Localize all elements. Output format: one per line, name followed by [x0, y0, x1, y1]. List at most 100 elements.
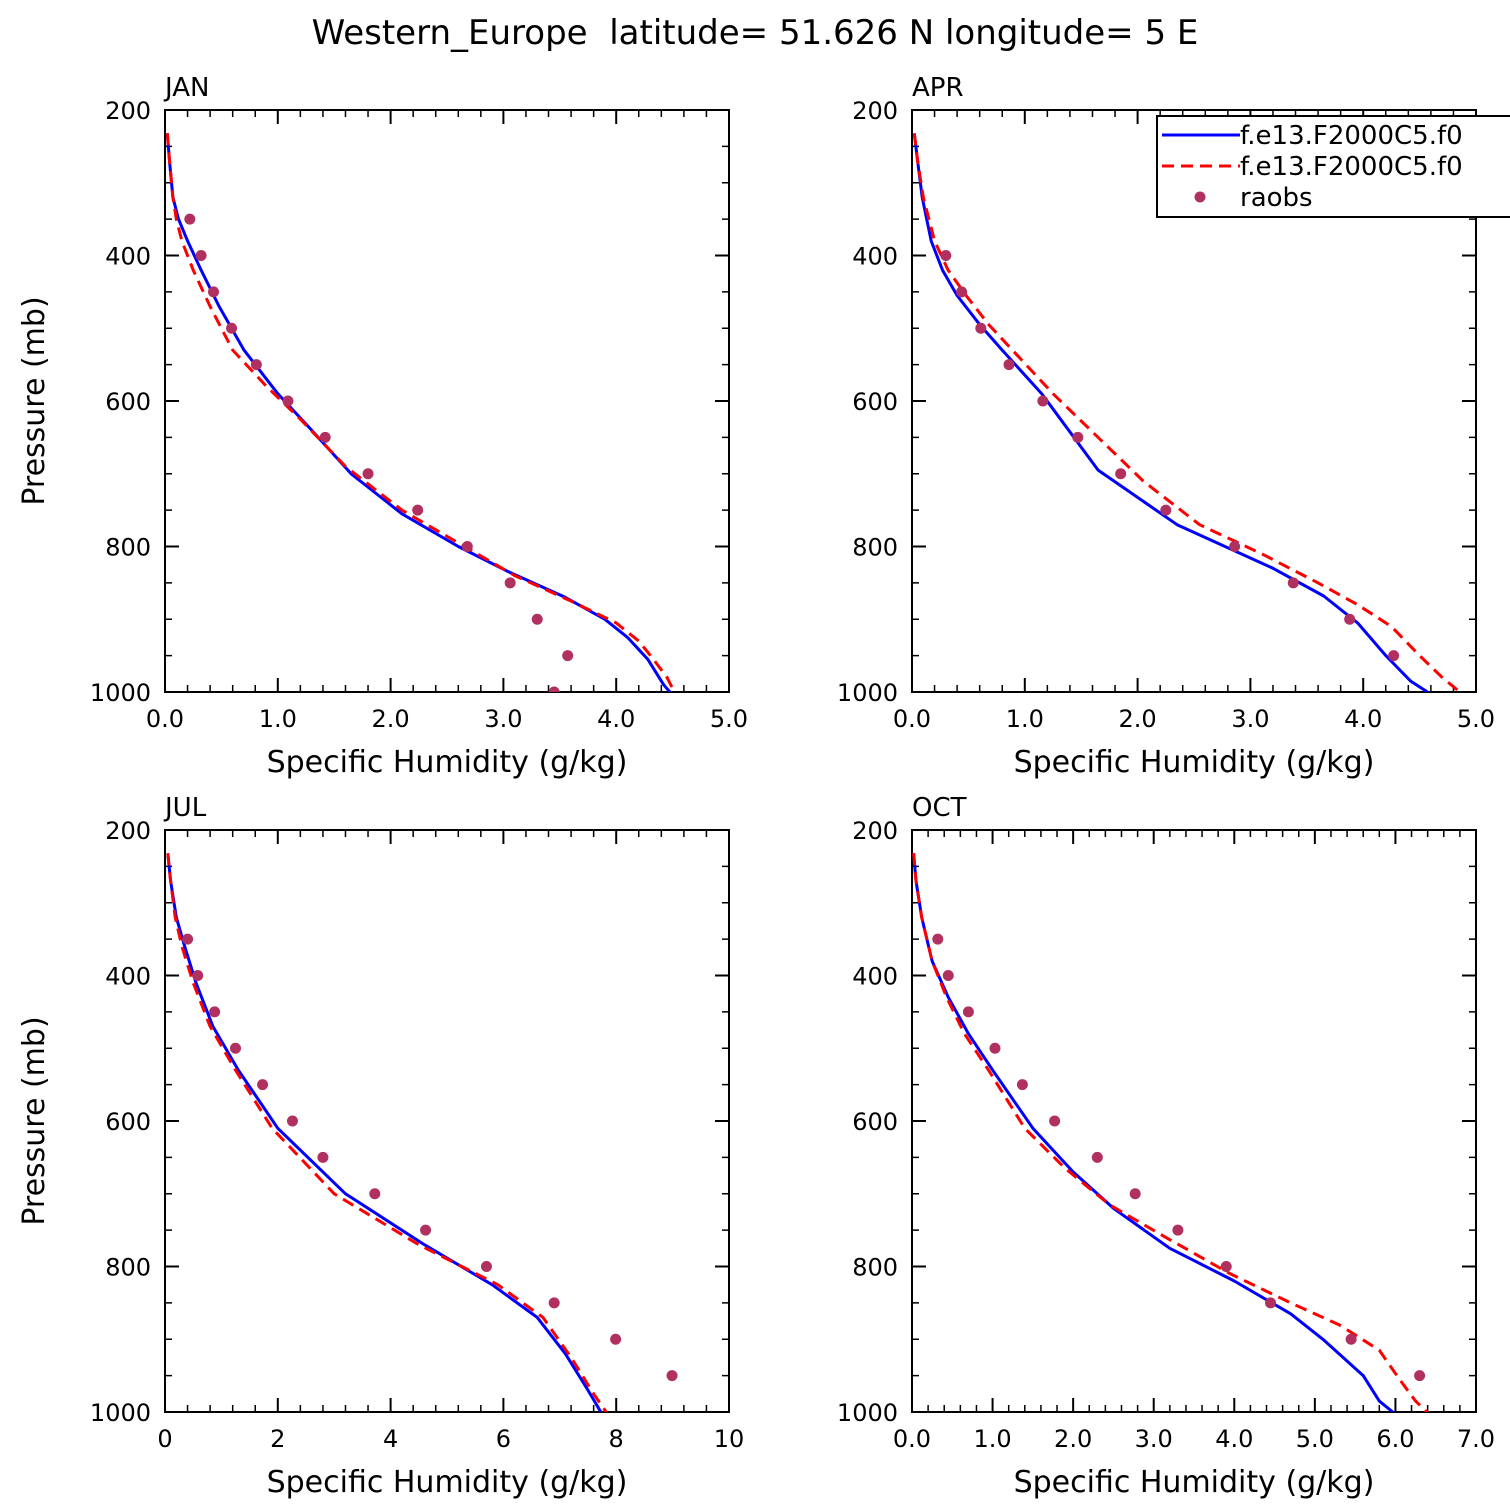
- panel-label: JUL: [163, 793, 207, 823]
- panel-oct: OCT 0.0 1.0 2.0 3.0 4.0 5.0 6.0 7.0 200 400 600 800 1…: [837, 793, 1495, 1500]
- y-tick-label: 400: [852, 243, 898, 271]
- raobs-point: [1115, 468, 1127, 480]
- y-tick-label: 200: [852, 817, 898, 845]
- raobs-point: [610, 1333, 622, 1345]
- plot-frame: [164, 109, 730, 693]
- x-tick-label: 1.0: [1006, 705, 1044, 733]
- y-tick-label: 800: [105, 534, 151, 562]
- raobs-point: [1049, 1115, 1061, 1127]
- raobs-point: [192, 970, 204, 981]
- series-group: [166, 853, 678, 1412]
- legend-box: [1156, 115, 1510, 218]
- x-tick-label: 4: [383, 1425, 398, 1453]
- x-tick-label: 6: [496, 1425, 511, 1453]
- raobs-point: [412, 504, 424, 516]
- model2-line: [166, 853, 609, 1412]
- x-tick-label: 8: [609, 1425, 624, 1453]
- model2-line: [165, 133, 674, 690]
- y-axis-label: Pressure (mb): [17, 1016, 52, 1225]
- raobs-point: [230, 1042, 241, 1054]
- raobs-point: [209, 1006, 221, 1018]
- x-tick-label: 5.0: [710, 705, 748, 733]
- y-tick-label: 200: [105, 97, 151, 125]
- raobs-point: [1287, 577, 1299, 589]
- plot-frame: [911, 829, 1477, 1413]
- x-tick-label: 4.0: [1344, 705, 1382, 733]
- legend-label: f.e13.F2000C5.f0: [1240, 152, 1463, 182]
- y-tick-label: 400: [852, 963, 898, 991]
- y-tick-label: 200: [852, 97, 898, 125]
- panel-label: APR: [912, 73, 964, 103]
- raobs-point: [1003, 359, 1015, 371]
- raobs-point: [369, 1188, 381, 1200]
- x-tick-label: 2: [270, 1425, 285, 1453]
- x-tick-label: 0.0: [893, 705, 931, 733]
- x-axis-label: Specific Humidity (g/kg): [1014, 1465, 1375, 1500]
- raobs-point: [548, 1297, 560, 1309]
- panel-label: JAN: [163, 73, 209, 103]
- x-tick-label: 1.0: [259, 705, 297, 733]
- x-axis-label: Specific Humidity (g/kg): [1014, 745, 1375, 780]
- legend-label: f.e13.F2000C5.f0: [1240, 121, 1463, 151]
- panel-jul: JUL 0 2 4 6 8 10 200 400 600 800 1000 Specific Humid…: [17, 793, 744, 1500]
- raobs-point: [1265, 1297, 1277, 1309]
- chart-panels: JAN 0.0 1.0 2.0 3.0 4.0 5.0 200 400 600 800 1000 Spe…: [17, 73, 1510, 1500]
- series-group: [165, 133, 674, 692]
- panel-label: OCT: [912, 793, 967, 823]
- raobs-point: [257, 1079, 269, 1091]
- y-tick-label: 1000: [837, 679, 898, 707]
- x-tick-label: 3.0: [484, 705, 522, 733]
- raobs-point: [250, 359, 262, 371]
- y-tick-label: 1000: [837, 1399, 898, 1427]
- x-tick-label: 5.0: [1457, 705, 1495, 733]
- legend-marker: [1194, 191, 1206, 203]
- series-group: [912, 853, 1430, 1412]
- raobs-point: [1172, 1224, 1184, 1236]
- plot-frame: [164, 829, 730, 1413]
- y-tick-label: 800: [105, 1254, 151, 1282]
- figure-title: Western_Europe latitude= 51.626 N longit…: [312, 13, 1199, 53]
- y-tick-label: 400: [105, 243, 151, 271]
- series-group: [912, 133, 1463, 692]
- raobs-point: [195, 250, 207, 261]
- raobs-point: [1344, 613, 1356, 625]
- raobs-point: [317, 1151, 329, 1163]
- raobs-point: [480, 1261, 492, 1272]
- raobs-point: [1037, 395, 1049, 407]
- y-axis-label: Pressure (mb): [17, 296, 52, 505]
- raobs-point: [932, 933, 944, 945]
- y-tick-label: 800: [852, 534, 898, 562]
- raobs-point: [226, 322, 238, 334]
- y-tick-label: 600: [105, 388, 151, 416]
- x-tick-label: 4.0: [1215, 1425, 1253, 1453]
- y-tick-label: 1000: [90, 679, 151, 707]
- raobs-point: [956, 286, 968, 298]
- x-tick-label: 5.0: [1296, 1425, 1334, 1453]
- y-tick-label: 600: [852, 1108, 898, 1136]
- raobs-point: [1220, 1261, 1232, 1272]
- y-tick-label: 1000: [90, 1399, 151, 1427]
- raobs-point: [1129, 1188, 1141, 1200]
- raobs-point: [962, 1006, 974, 1018]
- raobs-point: [420, 1224, 432, 1236]
- raobs-point: [286, 1115, 298, 1127]
- x-tick-label: 1.0: [973, 1425, 1011, 1453]
- raobs-point: [182, 933, 194, 945]
- raobs-point: [1345, 1333, 1357, 1345]
- raobs-point: [1229, 541, 1241, 552]
- raobs-point: [319, 431, 331, 443]
- raobs-point: [531, 613, 543, 625]
- model2-line: [912, 853, 1430, 1412]
- y-tick-label: 600: [105, 1108, 151, 1136]
- raobs-point: [1072, 431, 1084, 443]
- y-tick-label: 800: [852, 1254, 898, 1282]
- raobs-point: [548, 686, 560, 692]
- raobs-point: [1388, 650, 1400, 662]
- x-tick-label: 0.0: [146, 705, 184, 733]
- x-tick-label: 2.0: [372, 705, 410, 733]
- model1-line: [912, 853, 1396, 1412]
- x-axis-label: Specific Humidity (g/kg): [267, 1465, 628, 1500]
- x-tick-label: 7.0: [1457, 1425, 1495, 1453]
- raobs-point: [362, 468, 374, 480]
